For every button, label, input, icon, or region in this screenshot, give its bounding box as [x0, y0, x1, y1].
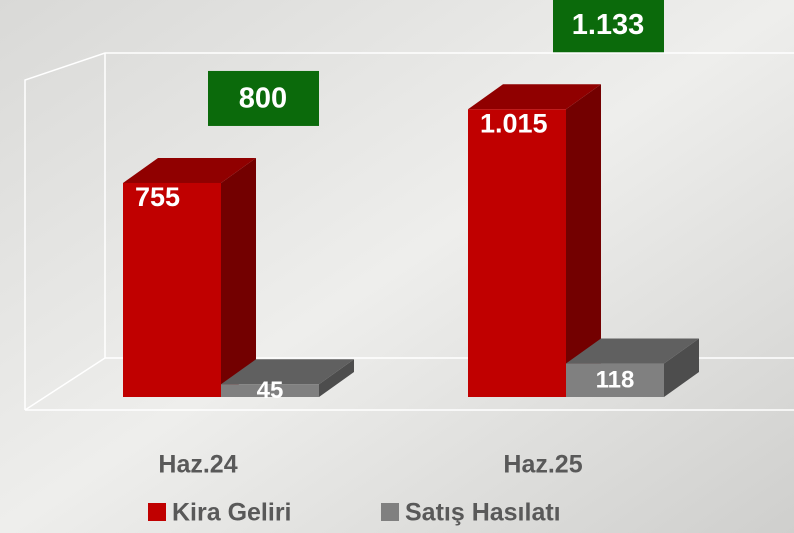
bar-face	[221, 157, 256, 397]
total-box	[553, 0, 664, 53]
bar-face	[566, 84, 601, 397]
data-label: 1.015	[480, 108, 548, 138]
bar	[123, 157, 256, 397]
bar-face	[221, 359, 354, 385]
category-label: Haz.25	[503, 451, 582, 479]
total-label: 800	[239, 83, 287, 115]
bar	[566, 338, 699, 397]
bar	[221, 359, 354, 397]
data-label: 118	[596, 367, 635, 394]
bar-face	[221, 384, 319, 397]
legend-swatch	[381, 503, 399, 521]
bar-face	[468, 109, 566, 397]
data-label: 45	[257, 377, 284, 404]
bar-face	[566, 338, 699, 364]
bar-face	[664, 338, 699, 397]
category-label: Haz.24	[158, 451, 237, 479]
total-box	[208, 70, 319, 126]
bar-face	[468, 84, 601, 110]
legend-label: Satış Hasılatı	[405, 499, 561, 527]
bar	[468, 84, 601, 397]
legend-label: Kira Geliri	[172, 499, 292, 527]
bar-face	[319, 359, 354, 397]
total-label: 1.133	[572, 9, 645, 41]
bar-face	[123, 157, 256, 183]
bar-face	[566, 363, 664, 397]
bar-face	[123, 182, 221, 397]
data-label: 755	[135, 182, 180, 212]
legend-swatch	[148, 503, 166, 521]
